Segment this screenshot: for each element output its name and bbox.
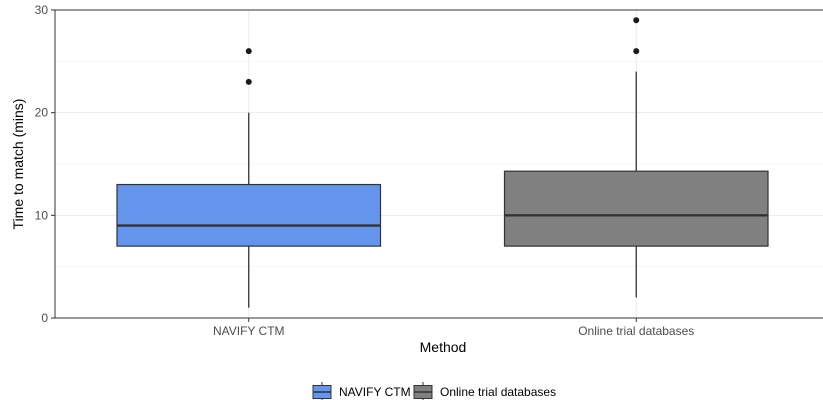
legend-label: Online trial databases [440, 385, 556, 399]
outlier-point [633, 17, 640, 24]
x-axis-title: Method [420, 339, 467, 355]
x-tick-label: NAVIFY CTM [213, 324, 285, 338]
outlier-point [245, 78, 252, 85]
box-iqr [116, 183, 382, 247]
y-tick-label: 30 [35, 3, 49, 17]
outlier-point [633, 48, 640, 55]
legend-item: NAVIFY CTM [312, 382, 411, 400]
axes: 0 10 20 30 NAVIFY CTM Online trial databases [35, 3, 823, 338]
box-group [503, 17, 769, 298]
box-group [116, 48, 382, 308]
boxes [116, 17, 769, 308]
y-axis-title: Time to match (mins) [10, 99, 26, 230]
legend-item: Online trial databases [413, 382, 556, 400]
x-tick-label: Online trial databases [578, 324, 694, 338]
legend-label: NAVIFY CTM [339, 385, 411, 399]
y-tick-label: 10 [35, 208, 49, 222]
grid-lines [55, 9, 823, 319]
y-tick-label: 20 [35, 106, 49, 120]
legend: NAVIFY CTM Online trial databases [312, 382, 556, 400]
y-tick-label: 0 [41, 311, 48, 325]
panel-border [54, 9, 823, 319]
box-iqr [503, 170, 769, 247]
outlier-point [245, 48, 252, 55]
